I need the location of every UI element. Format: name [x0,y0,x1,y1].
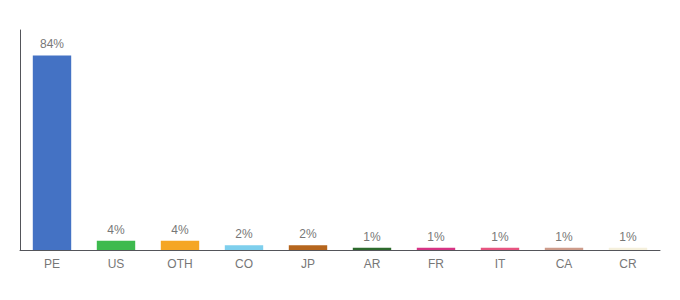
svg-text:AR: AR [364,257,381,271]
svg-text:CA: CA [556,257,573,271]
svg-text:CO: CO [235,257,253,271]
svg-text:US: US [108,257,125,271]
svg-text:1%: 1% [555,230,573,244]
svg-text:PE: PE [44,257,60,271]
svg-text:IT: IT [495,257,506,271]
svg-text:FR: FR [428,257,444,271]
svg-text:2%: 2% [235,227,253,241]
svg-text:CR: CR [619,257,637,271]
svg-text:4%: 4% [107,223,125,237]
svg-text:1%: 1% [619,230,637,244]
svg-text:OTH: OTH [167,257,192,271]
svg-text:1%: 1% [363,230,381,244]
svg-text:2%: 2% [299,227,317,241]
svg-text:1%: 1% [491,230,509,244]
svg-text:4%: 4% [171,223,189,237]
svg-text:1%: 1% [427,230,445,244]
svg-text:JP: JP [301,257,315,271]
svg-text:84%: 84% [40,37,64,51]
